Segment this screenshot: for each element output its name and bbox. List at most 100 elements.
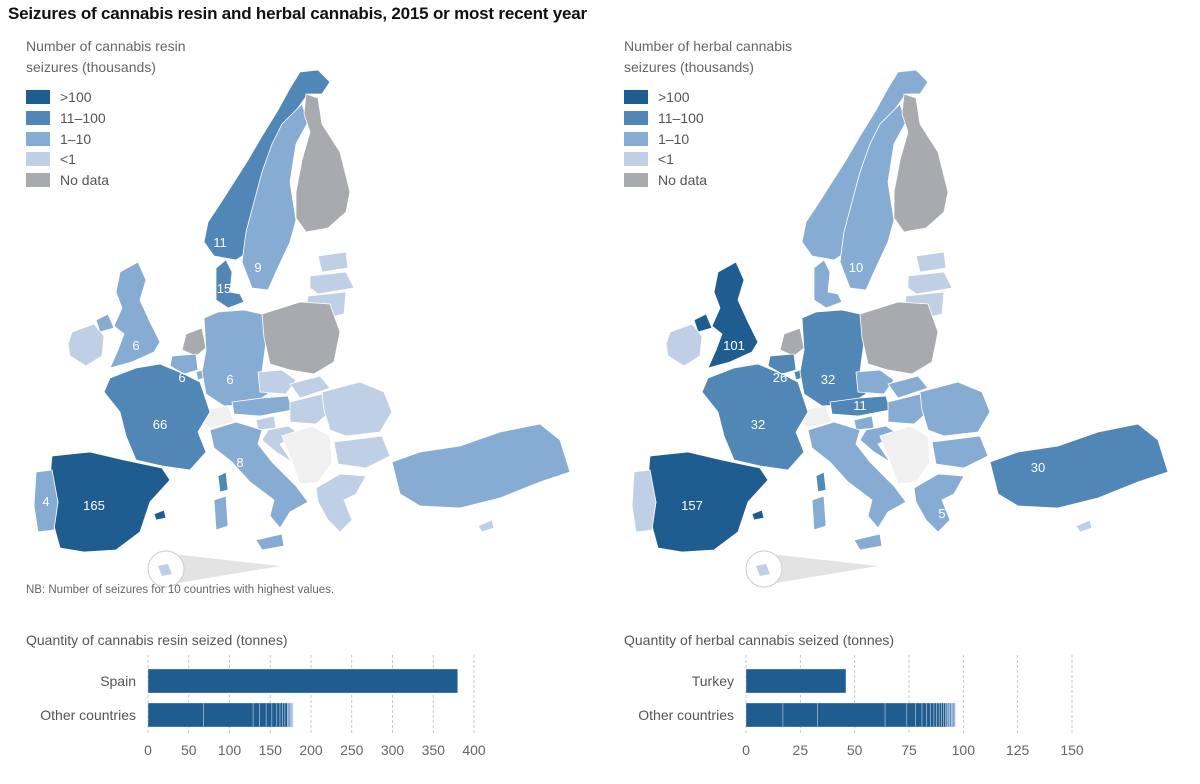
country-czechia[interactable] xyxy=(855,369,895,395)
legend-label: No data xyxy=(60,172,110,189)
country-belgium[interactable] xyxy=(169,353,199,375)
bar-segment-other-country[interactable] xyxy=(745,702,784,728)
country-sardinia[interactable] xyxy=(213,495,229,531)
bar-segment-other-country[interactable] xyxy=(926,702,932,728)
country-cyprus[interactable] xyxy=(1075,519,1093,533)
bar-segment-other-country[interactable] xyxy=(259,702,267,728)
country-northern-ireland[interactable] xyxy=(95,313,115,333)
country-latvia[interactable] xyxy=(907,271,953,295)
bar-segment-other-country[interactable] xyxy=(291,702,294,728)
map-value-label-germany: 32 xyxy=(821,372,835,387)
country-slovakia[interactable] xyxy=(887,375,929,399)
x-tick-label: 50 xyxy=(847,742,863,758)
country-germany[interactable] xyxy=(201,309,269,407)
country-italy[interactable] xyxy=(209,421,309,529)
country-latvia[interactable] xyxy=(309,271,355,295)
bar-segment-other-country[interactable] xyxy=(933,702,937,728)
bar-segment-other-country[interactable] xyxy=(147,702,204,728)
country-sweden[interactable] xyxy=(241,103,309,291)
bar-segment-other-country[interactable] xyxy=(953,702,956,728)
country-bulgaria[interactable] xyxy=(931,435,989,469)
bar-segment-other-country[interactable] xyxy=(252,702,260,728)
bar-segment-other-country[interactable] xyxy=(930,702,935,728)
category-label: Other countries xyxy=(638,707,734,723)
country-cyprus[interactable] xyxy=(477,519,495,533)
country-belgium[interactable] xyxy=(767,353,797,375)
bar-segment-other-country[interactable] xyxy=(282,702,286,728)
country-portugal[interactable] xyxy=(33,469,59,533)
country-france[interactable] xyxy=(701,363,809,471)
map-value-label-italy: 6 xyxy=(802,454,809,469)
legend-swatch xyxy=(26,111,50,126)
bar-segment-other-country[interactable] xyxy=(941,702,944,728)
bar-segment-other-country[interactable] xyxy=(276,702,281,728)
country-finland[interactable] xyxy=(893,93,949,233)
country-greece[interactable] xyxy=(315,473,367,533)
bar-segment-other-country[interactable] xyxy=(203,702,254,728)
legend-swatch xyxy=(26,173,50,188)
country-france[interactable] xyxy=(103,363,211,471)
country-sardinia[interactable] xyxy=(811,495,827,531)
bar-segment-other-country[interactable] xyxy=(265,702,273,728)
country-corsica[interactable] xyxy=(815,471,827,493)
bar-segment-other-country[interactable] xyxy=(271,702,278,728)
bar-segment-other-country[interactable] xyxy=(921,702,927,728)
country-denmark[interactable] xyxy=(215,259,245,309)
bar-segment-other-country[interactable] xyxy=(906,702,916,728)
country-romania[interactable] xyxy=(321,381,393,437)
country-poland[interactable] xyxy=(261,301,341,375)
country-poland[interactable] xyxy=(859,301,939,375)
bar-segment-other-country[interactable] xyxy=(938,702,942,728)
country-estonia[interactable] xyxy=(915,251,947,273)
bar-segment-other-country[interactable] xyxy=(817,702,886,728)
country-ireland[interactable] xyxy=(665,323,703,367)
country-turkey[interactable] xyxy=(989,423,1169,509)
country-uk[interactable] xyxy=(707,261,759,369)
bar-segment-other-country[interactable] xyxy=(943,702,947,728)
country-westernbalkans[interactable] xyxy=(879,425,931,485)
legend-item-c1_10: 1–10 xyxy=(624,128,707,149)
country-slovenia[interactable] xyxy=(255,415,277,431)
country-slovakia[interactable] xyxy=(289,375,331,399)
country-netherlands[interactable] xyxy=(181,327,207,357)
resin-legend-title: Number of cannabis resin seizures (thous… xyxy=(26,36,226,78)
country-turkey[interactable] xyxy=(391,423,571,509)
country-bulgaria[interactable] xyxy=(333,435,391,469)
country-netherlands[interactable] xyxy=(779,327,805,357)
country-balearics[interactable] xyxy=(751,509,765,521)
map-value-label-france: 32 xyxy=(751,417,765,432)
country-westernbalkans[interactable] xyxy=(281,425,333,485)
country-balearics[interactable] xyxy=(153,509,167,521)
country-uk[interactable] xyxy=(109,261,161,369)
country-finland[interactable] xyxy=(295,93,351,233)
country-hungary[interactable] xyxy=(289,393,333,425)
country-denmark[interactable] xyxy=(813,259,843,309)
bar-spain[interactable] xyxy=(147,668,459,694)
herbal-bar-title: Quantity of herbal cannabis seized (tonn… xyxy=(624,632,895,648)
country-sweden[interactable] xyxy=(839,103,907,291)
country-spain[interactable] xyxy=(647,451,769,553)
country-germany[interactable] xyxy=(799,309,867,407)
country-sicily[interactable] xyxy=(255,533,285,551)
country-hungary[interactable] xyxy=(887,393,931,425)
country-northern-ireland[interactable] xyxy=(693,313,713,333)
country-czechia[interactable] xyxy=(257,369,297,395)
country-ireland[interactable] xyxy=(67,323,105,367)
country-sicily[interactable] xyxy=(853,533,883,551)
bar-segment-other-country[interactable] xyxy=(782,702,819,728)
country-italy[interactable] xyxy=(807,421,907,529)
country-corsica[interactable] xyxy=(217,471,229,493)
country-slovenia[interactable] xyxy=(853,415,875,431)
country-greece[interactable] xyxy=(913,473,965,533)
bar-turkey[interactable] xyxy=(745,668,847,694)
bar-segment-other-country[interactable] xyxy=(279,702,283,728)
country-portugal[interactable] xyxy=(631,469,657,533)
bar-segment-other-country[interactable] xyxy=(284,702,288,728)
bar-segment-other-country[interactable] xyxy=(915,702,923,728)
country-romania[interactable] xyxy=(919,381,991,437)
country-estonia[interactable] xyxy=(317,251,349,273)
country-spain[interactable] xyxy=(49,451,171,553)
bar-segment-other-country[interactable] xyxy=(945,702,949,728)
bar-segment-other-country[interactable] xyxy=(936,702,940,728)
bar-segment-other-country[interactable] xyxy=(884,702,908,728)
